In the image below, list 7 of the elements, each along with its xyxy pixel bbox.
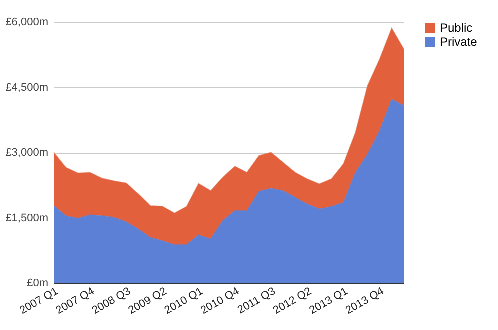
y-tick-label: £6,000m <box>6 16 48 28</box>
y-tick-label: £4,500m <box>6 82 48 94</box>
y-tick-label: £0m <box>27 278 48 290</box>
y-tick-label: £1,500m <box>6 212 48 224</box>
y-tick-label: £3,000m <box>6 147 48 159</box>
legend-label: Private <box>440 35 478 49</box>
legend-label: Public <box>440 21 473 35</box>
